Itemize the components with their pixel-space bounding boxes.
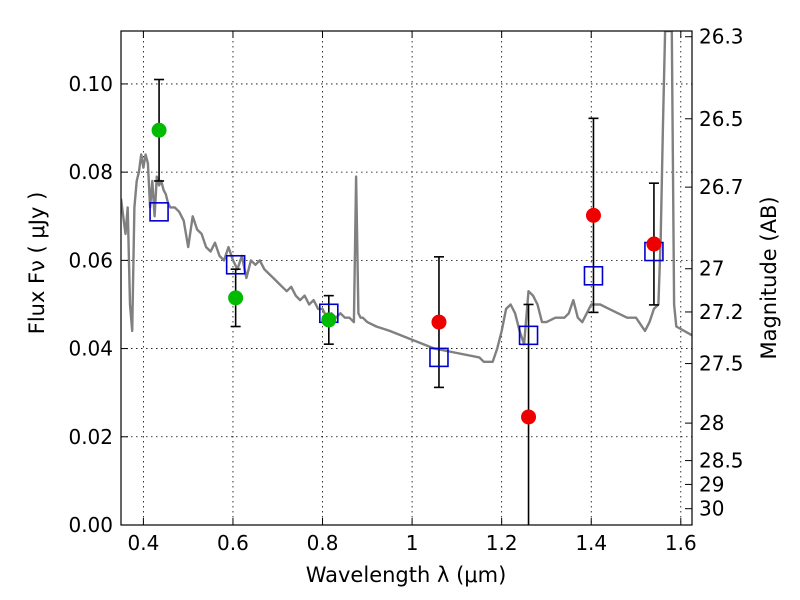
model-square-point [518,325,539,346]
model-square-point [225,254,246,275]
model-square-point [583,265,604,286]
y2-tick-label: 26.5 [699,107,744,131]
grid [121,31,692,526]
y2-tick-label: 26.7 [699,175,744,199]
green-data-point [151,122,167,138]
x-axis-label: Wavelength λ (μm) [306,563,507,587]
x-tick-label: 0.8 [307,531,339,555]
y-axis-label: Flux Fν ( μJy ) [25,192,49,335]
green-data-point [321,312,337,328]
x-tick-label: 0.4 [127,531,159,555]
y2-tick-label: 26.3 [699,25,744,49]
y-tick-label: 0.08 [68,160,113,184]
y2-tick-label: 29 [699,472,724,496]
model-square-point [429,347,449,368]
green-data-point [228,290,244,306]
red-data-point [521,409,537,425]
red-data-point [585,207,601,223]
model-sed-line [121,31,692,363]
red-data-point [646,236,662,252]
y-tick-label: 0.04 [68,337,113,361]
y-tick-label: 0.10 [68,72,113,96]
x-tick-label: 0.6 [217,531,249,555]
x-tick-label: 1 [406,531,419,555]
y2-tick-label: 27.2 [699,300,744,324]
y2-axis-label: Magnitude (AB) [757,196,781,359]
y2-tick-label: 27 [699,257,724,281]
y2-tick-label: 28.5 [699,449,744,473]
red-data-point [431,314,447,330]
plot-frame [120,30,693,526]
y-tick-label: 0.00 [68,513,113,537]
x-tick-label: 1.2 [486,531,518,555]
axes: 0.4 0.6 0.8 1 1.2 1.4 1.6 0.00 0.02 0.04 0.06 0.08 0… [68,25,743,555]
y2-tick-label: 27.5 [699,352,744,376]
x-tick-label: 1.4 [575,531,607,555]
y2-tick-label: 30 [699,497,724,521]
model-square-point [149,202,169,222]
x-tick-label: 1.6 [665,531,697,555]
y2-tick-label: 28 [699,411,724,435]
plot-area [121,31,692,525]
y-tick-label: 0.06 [68,248,113,272]
y-tick-label: 0.02 [68,425,113,449]
